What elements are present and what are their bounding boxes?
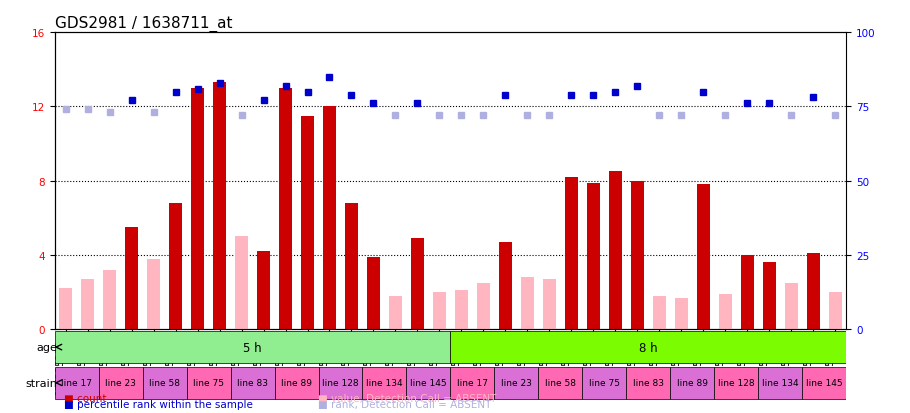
Text: line 89: line 89 — [677, 378, 708, 387]
Text: line 17: line 17 — [61, 378, 92, 387]
Bar — [499, 242, 512, 330]
FancyBboxPatch shape — [318, 367, 362, 399]
FancyBboxPatch shape — [275, 367, 318, 399]
Bar — [213, 83, 227, 330]
Text: line 75: line 75 — [193, 378, 224, 387]
Bar — [169, 204, 182, 330]
Bar — [389, 296, 402, 330]
Bar — [301, 116, 314, 330]
FancyBboxPatch shape — [450, 331, 846, 363]
Bar — [125, 228, 138, 330]
Bar — [829, 292, 842, 330]
FancyBboxPatch shape — [714, 367, 758, 399]
Bar — [59, 289, 72, 330]
FancyBboxPatch shape — [143, 367, 187, 399]
Bar — [411, 239, 424, 330]
Text: line 58: line 58 — [545, 378, 576, 387]
FancyBboxPatch shape — [98, 367, 143, 399]
Text: 8 h: 8 h — [639, 341, 658, 354]
Bar — [257, 252, 270, 330]
Text: line 23: line 23 — [106, 378, 136, 387]
Text: line 83: line 83 — [632, 378, 664, 387]
Bar — [521, 278, 534, 330]
Bar — [235, 237, 248, 330]
Bar — [278, 89, 292, 330]
Text: line 134: line 134 — [762, 378, 799, 387]
FancyBboxPatch shape — [582, 367, 626, 399]
Text: line 17: line 17 — [457, 378, 488, 387]
Text: 5 h: 5 h — [243, 341, 262, 354]
Bar — [455, 291, 468, 330]
FancyBboxPatch shape — [407, 367, 450, 399]
Bar — [323, 107, 336, 330]
FancyBboxPatch shape — [230, 367, 275, 399]
FancyBboxPatch shape — [803, 367, 846, 399]
Text: line 128: line 128 — [322, 378, 359, 387]
Text: ■ value, Detection Call = ABSENT: ■ value, Detection Call = ABSENT — [318, 393, 497, 403]
Bar — [191, 89, 204, 330]
Bar — [565, 178, 578, 330]
Bar — [609, 172, 622, 330]
FancyBboxPatch shape — [758, 367, 803, 399]
Text: line 128: line 128 — [718, 378, 754, 387]
FancyBboxPatch shape — [450, 367, 494, 399]
Bar — [719, 294, 732, 330]
Bar — [587, 183, 600, 330]
Bar — [345, 204, 358, 330]
Text: line 75: line 75 — [589, 378, 620, 387]
Bar — [367, 257, 380, 330]
Text: line 58: line 58 — [149, 378, 180, 387]
Bar — [784, 283, 798, 330]
Text: ■ rank, Detection Call = ABSENT: ■ rank, Detection Call = ABSENT — [318, 399, 492, 409]
Bar — [763, 263, 776, 330]
Text: age: age — [36, 342, 57, 352]
FancyBboxPatch shape — [494, 367, 539, 399]
Text: line 134: line 134 — [366, 378, 403, 387]
Text: strain: strain — [25, 378, 57, 388]
Bar — [675, 298, 688, 330]
Bar — [652, 296, 666, 330]
Bar — [477, 283, 490, 330]
Text: line 89: line 89 — [281, 378, 312, 387]
Bar — [103, 270, 116, 330]
Text: ■ percentile rank within the sample: ■ percentile rank within the sample — [64, 399, 253, 409]
Text: line 145: line 145 — [410, 378, 447, 387]
Bar — [697, 185, 710, 330]
Text: line 145: line 145 — [806, 378, 843, 387]
Bar — [542, 280, 556, 330]
FancyBboxPatch shape — [187, 367, 230, 399]
FancyBboxPatch shape — [362, 367, 407, 399]
FancyBboxPatch shape — [671, 367, 714, 399]
Bar — [807, 254, 820, 330]
Text: GDS2981 / 1638711_at: GDS2981 / 1638711_at — [55, 16, 232, 32]
Bar — [147, 259, 160, 330]
Bar — [631, 181, 644, 330]
Text: line 83: line 83 — [237, 378, 268, 387]
Bar — [81, 280, 95, 330]
FancyBboxPatch shape — [626, 367, 671, 399]
Text: line 23: line 23 — [501, 378, 531, 387]
Bar — [741, 255, 754, 330]
FancyBboxPatch shape — [55, 367, 98, 399]
Text: ■ count: ■ count — [64, 393, 106, 403]
Bar — [433, 292, 446, 330]
FancyBboxPatch shape — [539, 367, 582, 399]
FancyBboxPatch shape — [55, 331, 450, 363]
